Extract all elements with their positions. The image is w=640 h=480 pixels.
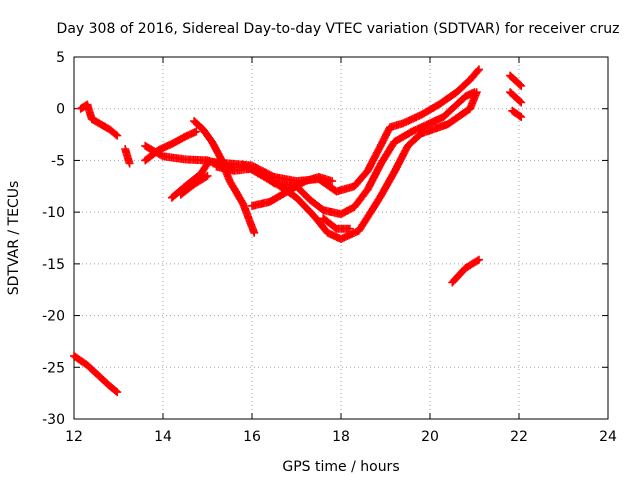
data-point: [328, 177, 337, 186]
axis-ticks: 12 14 16 18 20 22 24 5 0 -5 -10 -15 -20 -25 -30: [42, 50, 617, 445]
grid: [74, 57, 608, 419]
data-point: [472, 88, 481, 97]
series-arc-13: [319, 214, 354, 233]
y-tick-label: -10: [42, 205, 65, 221]
series-arc-16: [506, 88, 526, 107]
y-tick-label: 5: [56, 50, 65, 66]
series-arc-14: [448, 255, 483, 287]
data-point: [192, 127, 201, 136]
x-tick-label: 12: [65, 429, 83, 445]
data-point: [113, 388, 122, 397]
series-arc-7: [176, 171, 212, 199]
data-point: [331, 223, 340, 232]
series-arc-6: [167, 159, 212, 202]
data-point: [125, 159, 134, 168]
series-arc-12: [248, 173, 337, 210]
data-point: [111, 130, 120, 139]
series-arc-3: [121, 145, 134, 168]
x-tick-label: 14: [154, 429, 172, 445]
series-arc-2: [76, 100, 122, 140]
y-tick-label: -20: [42, 309, 65, 325]
data-marks: [70, 65, 526, 397]
chart-title: Day 308 of 2016, Sidereal Day-to-day VTE…: [57, 21, 620, 37]
x-tick-label: 24: [599, 429, 617, 445]
data-point: [345, 224, 354, 233]
x-tick-label: 20: [421, 429, 439, 445]
y-tick-label: -5: [51, 153, 65, 169]
data-point: [517, 113, 526, 121]
x-tick-label: 18: [332, 429, 350, 445]
data-point: [113, 131, 122, 140]
data-point: [517, 98, 526, 107]
y-tick-label: -30: [42, 412, 65, 428]
series-arc-17: [508, 106, 526, 121]
y-tick-label: 0: [56, 102, 65, 118]
series-arc-1: [70, 351, 122, 397]
data-point: [475, 65, 483, 74]
data-point: [203, 171, 212, 180]
data-point: [475, 255, 483, 264]
x-tick-label: 22: [510, 429, 528, 445]
series-arc-15: [506, 71, 526, 90]
data-point: [516, 97, 524, 106]
data-point: [473, 66, 482, 75]
data-point: [516, 80, 524, 89]
y-tick-label: -15: [42, 257, 65, 273]
y-tick-label: -25: [42, 360, 65, 376]
data-point: [516, 112, 524, 121]
x-axis-label: GPS time / hours: [282, 459, 399, 475]
data-point: [250, 228, 259, 237]
series-arc-11: [239, 88, 481, 243]
y-axis-label: SDTVAR / TECUs: [6, 181, 22, 296]
x-tick-label: 16: [243, 429, 261, 445]
data-point: [517, 82, 526, 90]
data-point: [111, 387, 120, 396]
